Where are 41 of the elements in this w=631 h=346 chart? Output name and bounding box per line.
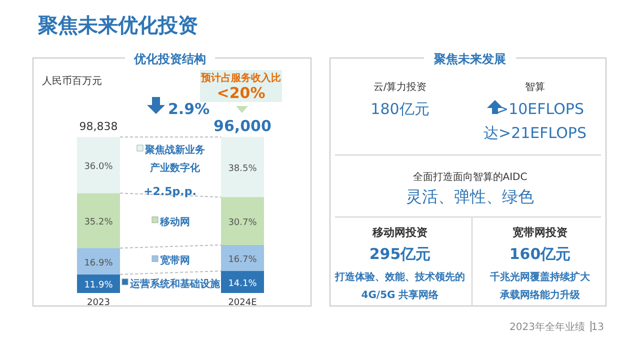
data-label: 35.2%: [84, 218, 114, 228]
chart-subtitle: 优化投资结构: [133, 52, 206, 66]
legend-label: 宽带网: [160, 254, 190, 267]
text: 达>21EFLOPS: [484, 124, 586, 142]
data-label: 16.9%: [84, 258, 114, 268]
annotation: +2.5p.p.: [144, 185, 196, 198]
legend-label: 聚焦战新业务产业数字化: [144, 144, 205, 174]
x-tick-label: 2024E: [228, 298, 258, 308]
data-label: 36.0%: [84, 162, 114, 172]
data-label: 16.7%: [228, 254, 258, 265]
text: 295亿元: [369, 245, 431, 263]
text: 4G/5G 共享网络: [361, 289, 440, 301]
text: 2023年全年业绩: [510, 321, 585, 333]
data-label: 11.9%: [84, 280, 114, 291]
data-label: 14.1%: [228, 279, 258, 289]
text: 千兆光网覆盖持续扩大: [489, 271, 591, 283]
text: 180亿元: [370, 100, 430, 118]
text: 预计占服务收入比: [200, 72, 281, 84]
data-label: 30.7%: [228, 218, 258, 228]
data-label: 38.5%: [228, 164, 258, 174]
text: 全面打造面向智算的AIDC: [412, 171, 528, 183]
text: 灵活、弹性、绿色: [406, 187, 534, 206]
text: 96,000: [214, 117, 272, 135]
text: 移动网投资: [372, 226, 428, 239]
text: 2.9%: [168, 100, 210, 118]
y-axis-title: 人民币百万元: [42, 75, 102, 87]
chart-title: 聚焦未来优化投资: [37, 13, 198, 37]
text: 宽带网投资: [512, 226, 568, 239]
text: <20%: [216, 84, 266, 102]
x-tick-label: 2023: [87, 298, 110, 308]
text: 聚焦未来发展: [433, 52, 506, 66]
text: 云/算力投资: [373, 81, 427, 93]
text: 智算: [525, 81, 545, 93]
text: >10EFLOPS: [496, 100, 584, 118]
text: 13: [591, 322, 604, 333]
text: 承载网络能力升级: [499, 289, 581, 301]
text: 160亿元: [509, 245, 571, 263]
legend-label: 运营系统和基础设施: [129, 278, 221, 290]
text: 打造体验、效能、技术领先的: [334, 271, 465, 283]
text: 98,838: [79, 120, 118, 133]
legend-label: 移动网: [159, 216, 190, 228]
